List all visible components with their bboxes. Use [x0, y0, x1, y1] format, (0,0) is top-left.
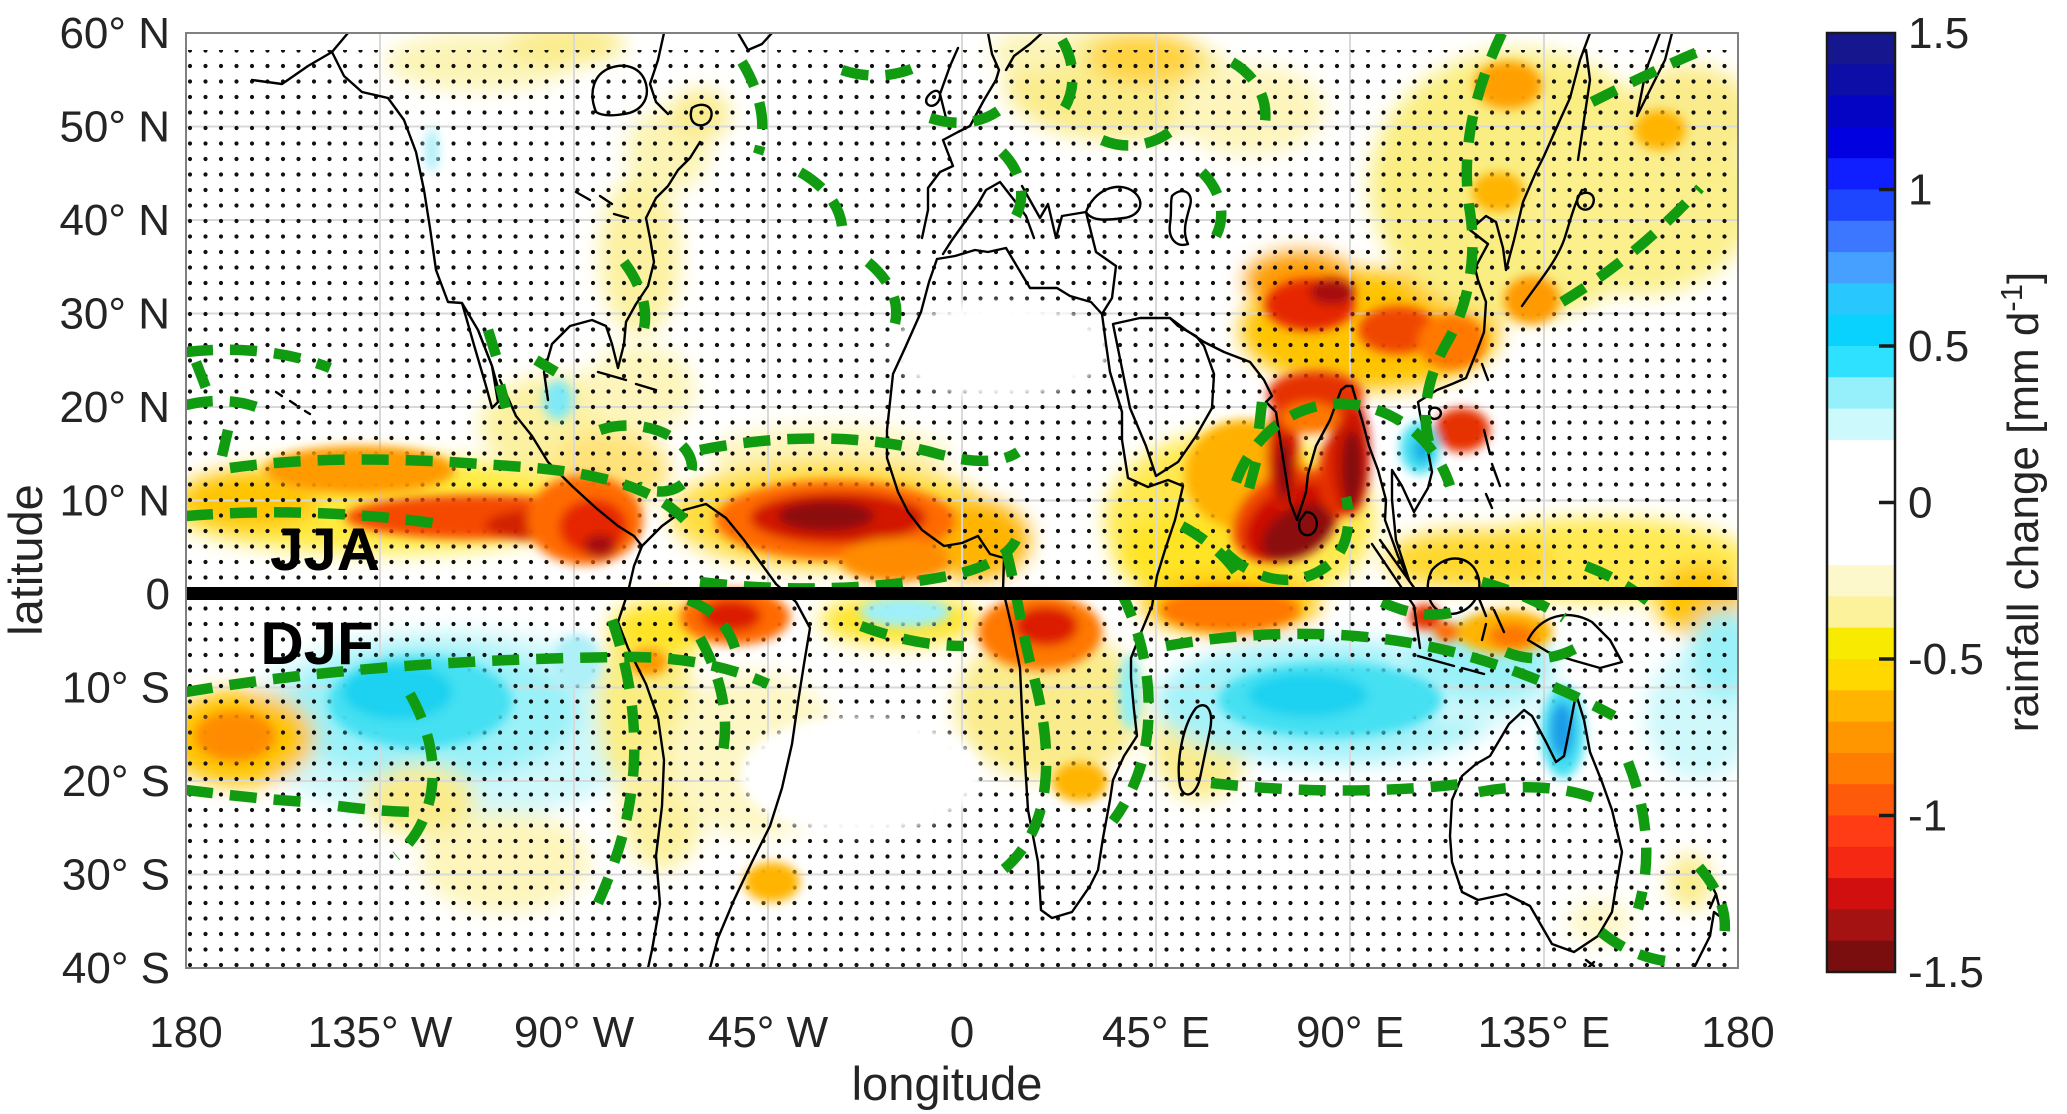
colorbar-frame	[1825, 31, 1897, 974]
colorbar-band	[1827, 439, 1895, 473]
rainfall-shading-intense-layer	[195, 61, 1686, 902]
colorbar-band	[1827, 784, 1895, 817]
colorbar-tick-labels: 1.5 1 0.5 0 -0.5 -1 -1.5	[1908, 9, 1984, 997]
colorbar-band	[1827, 64, 1895, 97]
colorbar-band	[1827, 659, 1895, 692]
tick-label: 30° S	[62, 851, 170, 900]
tick-label: 10° N	[59, 477, 170, 526]
colorbar-band	[1827, 815, 1895, 848]
colorbar-band	[1827, 33, 1895, 66]
tick-label: 135° E	[1478, 1008, 1611, 1057]
colorbar-band	[1827, 596, 1895, 629]
colorbar-band	[1827, 283, 1895, 316]
tick-label: -1	[1908, 792, 1947, 841]
colorbar-band	[1827, 126, 1895, 160]
tick-label: 180	[1701, 1008, 1774, 1057]
tick-label: 20° S	[62, 757, 170, 806]
tick-label: 90° W	[514, 1008, 635, 1057]
colorbar-band	[1827, 408, 1895, 441]
colorbar-band	[1827, 627, 1895, 660]
colorbar-band	[1827, 158, 1895, 191]
season-label-jja: JJA	[270, 516, 380, 583]
tick-label: 60° N	[59, 9, 170, 58]
tick-label: 20° N	[59, 383, 170, 432]
colorbar-band	[1827, 690, 1895, 723]
tick-label: 180	[149, 1008, 222, 1057]
colorbar-band	[1827, 878, 1895, 911]
colorbar-band	[1827, 909, 1895, 942]
colorbar-band	[1827, 565, 1895, 598]
colorbar-band	[1827, 752, 1895, 786]
tick-label: 50° N	[59, 103, 170, 152]
colorbar-band	[1827, 220, 1895, 254]
tick-label: 45° W	[708, 1008, 829, 1057]
coastlines	[250, 33, 1724, 968]
colorbar-band	[1827, 189, 1895, 222]
tick-label: 135° W	[308, 1008, 453, 1057]
map-frame	[185, 32, 1739, 969]
colorbar-band	[1827, 377, 1895, 410]
stipple-clear-patches	[740, 302, 1110, 835]
tick-label: 1.5	[1908, 9, 1969, 58]
colorbar-band	[1827, 471, 1895, 504]
y-axis-title: latitude	[0, 484, 52, 636]
colorbar-bands	[1827, 33, 1895, 973]
colorbar-band	[1827, 95, 1895, 128]
tick-label: 0	[146, 570, 170, 619]
colorbar-title: rainfall change [mm d-1]	[1994, 272, 2048, 732]
tick-label: 30° N	[59, 290, 170, 339]
tick-label: -1.5	[1908, 948, 1984, 997]
colorbar-band	[1827, 252, 1895, 285]
season-label-djf: DJF	[260, 610, 373, 677]
tick-label: -0.5	[1908, 635, 1984, 684]
tick-label: 0.5	[1908, 322, 1969, 371]
colorbar-band	[1827, 502, 1895, 535]
tick-label: 0	[1908, 479, 1932, 528]
x-axis-tick-labels: 180 135° W 90° W 45° W 0 45° E 90° E 135° E 180	[149, 1008, 1774, 1057]
tick-label: 40° N	[59, 196, 170, 245]
colorbar-band	[1827, 533, 1895, 567]
tick-label: 10° S	[62, 664, 170, 713]
x-axis-title: longitude	[852, 1057, 1043, 1110]
colorbar-band	[1827, 314, 1895, 347]
tick-label: 1	[1908, 166, 1932, 215]
equator-divider-line	[186, 587, 1738, 600]
tick-label: 45° E	[1102, 1008, 1210, 1057]
colorbar-band	[1827, 346, 1895, 379]
colorbar-tick-marks	[1879, 187, 1894, 818]
y-axis-tick-labels: 60° N 50° N 40° N 30° N 20° N 10° N 0 10° S 20° …	[59, 9, 170, 993]
tick-label: 90° E	[1296, 1008, 1404, 1057]
tick-label: 40° S	[62, 944, 170, 993]
tick-label: 0	[950, 1008, 974, 1057]
colorbar-band	[1827, 846, 1895, 880]
colorbar-band	[1827, 721, 1895, 754]
colorbar-band	[1827, 940, 1895, 973]
